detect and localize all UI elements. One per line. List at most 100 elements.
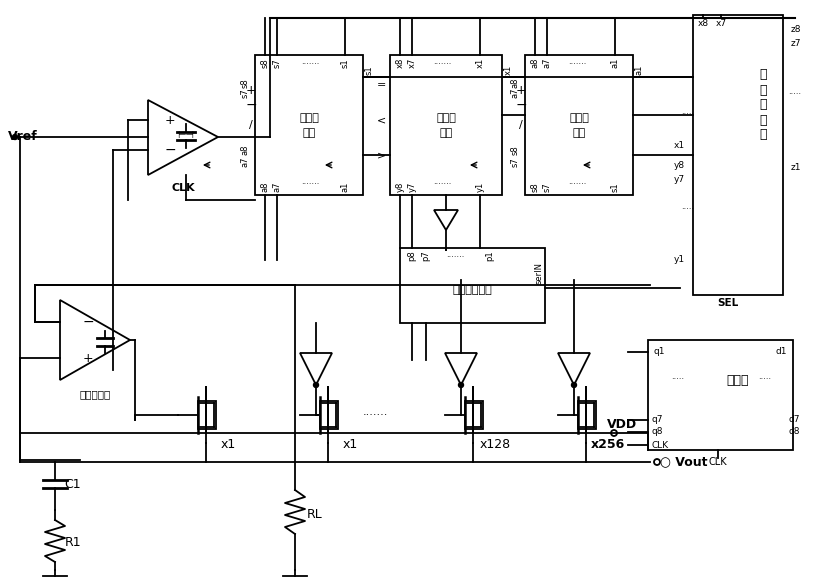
- Text: ·······: ·······: [568, 61, 586, 69]
- Text: x8: x8: [395, 58, 404, 68]
- Text: a8: a8: [240, 144, 249, 155]
- Circle shape: [12, 135, 17, 139]
- Text: x7: x7: [716, 18, 726, 28]
- Text: ⊢⊣: ⊢⊣: [177, 130, 194, 140]
- Text: C1: C1: [65, 477, 82, 491]
- Circle shape: [314, 383, 319, 387]
- Bar: [198, 401, 216, 429]
- Text: y7: y7: [674, 175, 685, 183]
- Text: x7: x7: [408, 58, 417, 68]
- Text: serIN: serIN: [534, 262, 543, 284]
- Text: 數字比: 數字比: [436, 113, 456, 123]
- Text: 加減法: 加減法: [569, 113, 589, 123]
- Text: −: −: [245, 98, 257, 112]
- Text: =: =: [377, 80, 386, 90]
- Text: a1: a1: [635, 65, 644, 75]
- Text: p8: p8: [408, 251, 417, 261]
- Text: −: −: [516, 98, 527, 112]
- Text: /: /: [249, 120, 253, 130]
- Bar: [525, 55, 633, 195]
- Text: x1: x1: [674, 140, 685, 150]
- Text: s7: s7: [240, 88, 249, 98]
- Text: ·······: ·······: [433, 180, 451, 190]
- Text: CLK: CLK: [172, 183, 194, 193]
- Text: 較器: 較器: [440, 128, 453, 138]
- Text: ·······: ·······: [446, 254, 464, 262]
- Text: 據: 據: [759, 83, 766, 97]
- Text: y8: y8: [674, 161, 685, 169]
- Text: x128: x128: [480, 439, 511, 451]
- Text: 數: 數: [759, 69, 766, 81]
- Bar: [400, 248, 545, 323]
- Text: 寄存器: 寄存器: [727, 373, 749, 387]
- Text: s7: s7: [511, 157, 520, 167]
- Text: d8: d8: [789, 428, 801, 436]
- Circle shape: [572, 383, 577, 387]
- Text: x1: x1: [475, 58, 484, 68]
- Text: ·······: ·······: [301, 180, 319, 190]
- Circle shape: [458, 383, 463, 387]
- Text: 加減法: 加減法: [299, 113, 319, 123]
- Text: q7: q7: [652, 416, 663, 424]
- Text: a8: a8: [261, 181, 270, 192]
- Text: z7: z7: [791, 39, 801, 47]
- Text: +: +: [165, 113, 176, 127]
- Text: ·····: ·····: [681, 206, 694, 214]
- Bar: [578, 401, 596, 429]
- Text: d1: d1: [775, 347, 787, 357]
- Text: SEL: SEL: [717, 298, 739, 308]
- Text: +: +: [83, 351, 93, 365]
- Text: s7: s7: [273, 58, 282, 68]
- Text: >: >: [377, 150, 386, 160]
- Text: s8: s8: [530, 182, 539, 192]
- Text: z8: z8: [791, 25, 801, 35]
- Text: R1: R1: [65, 536, 82, 550]
- Text: p1: p1: [485, 251, 494, 261]
- Text: 擇: 擇: [759, 113, 766, 127]
- Text: y1: y1: [674, 255, 685, 265]
- Text: z1: z1: [791, 162, 801, 172]
- Text: ·····: ·····: [788, 91, 801, 99]
- Text: p7: p7: [422, 251, 431, 261]
- Text: ·······: ·······: [568, 180, 586, 190]
- Text: +: +: [516, 83, 526, 97]
- Text: y1: y1: [475, 182, 484, 192]
- Text: x8: x8: [698, 18, 708, 28]
- Text: Vref: Vref: [8, 131, 38, 143]
- Bar: [465, 401, 483, 429]
- Bar: [390, 55, 502, 195]
- Text: q1: q1: [654, 347, 666, 357]
- Text: s1: s1: [341, 58, 350, 68]
- Text: a1: a1: [610, 58, 619, 68]
- Text: s7: s7: [542, 182, 551, 192]
- Text: VDD: VDD: [607, 418, 637, 432]
- Text: s8: s8: [261, 58, 270, 68]
- Text: a8: a8: [530, 58, 539, 68]
- Text: 運算放大器: 運算放大器: [79, 389, 110, 399]
- Text: q8: q8: [652, 428, 663, 436]
- Text: a7: a7: [240, 157, 249, 167]
- Text: a8: a8: [511, 78, 520, 88]
- Text: d7: d7: [789, 416, 801, 424]
- Text: ·······: ·······: [301, 61, 319, 69]
- Bar: [320, 401, 338, 429]
- Text: CLK: CLK: [708, 457, 727, 467]
- Text: a7: a7: [511, 88, 520, 98]
- Text: ·······: ·······: [362, 410, 388, 420]
- Text: 串并轉換電路: 串并轉換電路: [452, 285, 492, 295]
- Text: /: /: [519, 120, 523, 130]
- Text: x1: x1: [221, 439, 235, 451]
- Text: 選: 選: [759, 98, 766, 112]
- Text: s1: s1: [610, 182, 619, 192]
- Text: +: +: [246, 83, 257, 97]
- Text: y8: y8: [395, 182, 404, 192]
- Text: 電路: 電路: [573, 128, 586, 138]
- Text: x1: x1: [342, 439, 358, 451]
- Text: a1: a1: [341, 182, 350, 192]
- Bar: [693, 15, 783, 295]
- Text: a7: a7: [273, 181, 282, 192]
- Text: x1: x1: [503, 65, 512, 75]
- Text: RL: RL: [307, 509, 323, 521]
- Bar: [255, 55, 363, 195]
- Text: a7: a7: [542, 58, 551, 68]
